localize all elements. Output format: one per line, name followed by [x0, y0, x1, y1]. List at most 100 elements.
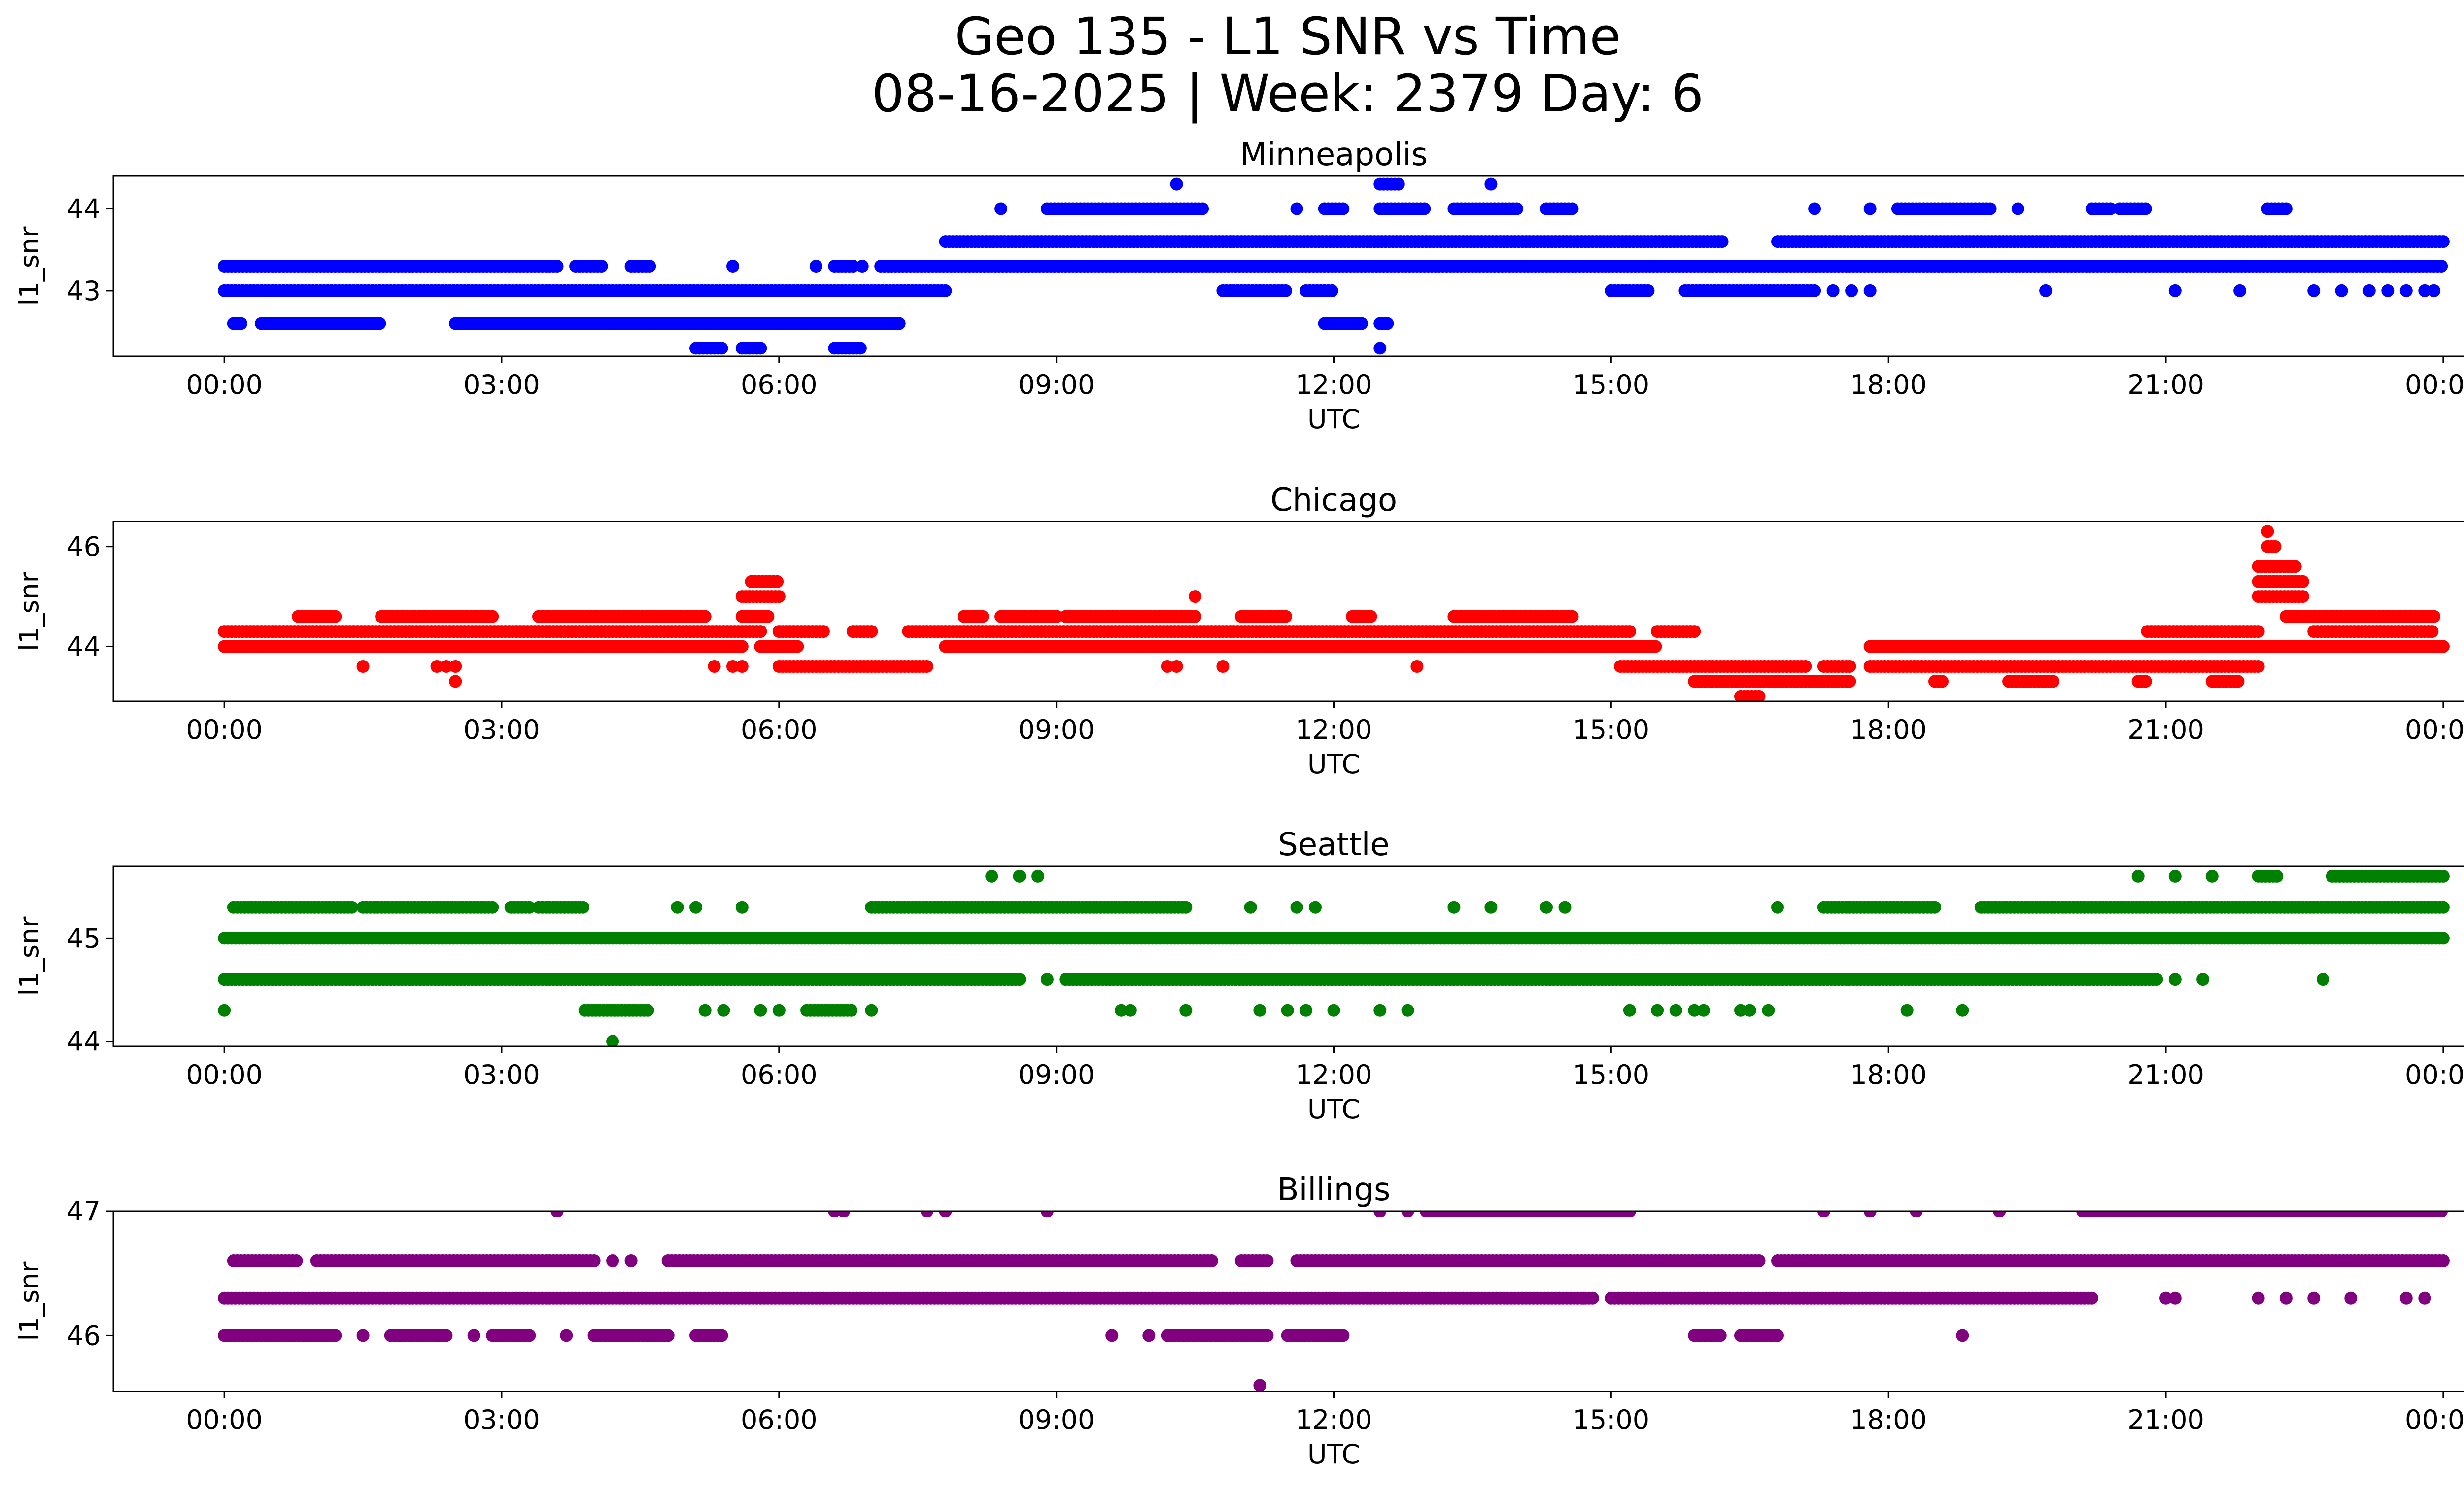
y-axis-label: l1_snr [14, 916, 45, 996]
data-point [845, 1004, 858, 1017]
scatter-points [218, 1211, 2450, 1391]
data-point [1623, 625, 1636, 638]
data-point [2428, 640, 2441, 653]
data-point [1447, 901, 1461, 914]
data-point [1290, 901, 1303, 914]
data-point [2268, 540, 2282, 553]
data-point [2399, 284, 2413, 297]
data-point [761, 610, 775, 623]
data-point [345, 901, 358, 914]
data-point [1771, 901, 1784, 914]
data-point [1936, 675, 1949, 688]
data-point [856, 260, 869, 273]
x-tick-label: 21:00 [2127, 1059, 2204, 1090]
data-point [698, 610, 712, 623]
data-point [550, 260, 564, 273]
figure-title: Geo 135 - L1 SNR vs Time [954, 6, 1621, 67]
data-point [2436, 235, 2450, 248]
data-point [754, 625, 767, 638]
y-tick-label: 45 [67, 923, 101, 954]
data-point [1669, 1004, 1682, 1017]
data-point [1161, 660, 1174, 673]
data-point [2418, 284, 2431, 297]
data-point [595, 260, 608, 273]
data-point [735, 901, 749, 914]
data-point [1697, 1004, 1710, 1017]
data-point [2168, 869, 2182, 883]
panel-title: Seattle [1278, 827, 1390, 863]
scatter-points [218, 525, 2450, 701]
data-point [715, 342, 728, 355]
data-point [2104, 202, 2117, 215]
x-tick-label: 00:00 [2405, 1059, 2464, 1090]
data-point [1327, 1004, 1340, 1017]
data-point [2289, 560, 2302, 573]
data-point [689, 901, 702, 914]
x-tick-label: 09:00 [1018, 714, 1095, 745]
data-point [735, 640, 749, 653]
data-point [809, 260, 822, 273]
x-tick-label: 06:00 [741, 714, 818, 745]
data-point [1170, 660, 1183, 673]
data-point [1863, 284, 1877, 297]
data-point [754, 1004, 767, 1017]
data-point [892, 317, 906, 330]
data-point [1216, 660, 1230, 673]
data-point [486, 901, 499, 914]
data-point [641, 1004, 654, 1017]
data-point [2296, 575, 2309, 588]
data-point [671, 901, 684, 914]
data-point [1279, 284, 1292, 297]
x-tick-label: 00:00 [2405, 369, 2464, 400]
x-tick-label: 00:00 [186, 714, 263, 745]
data-point [1392, 177, 1405, 191]
data-point [2168, 284, 2182, 297]
data-point [2317, 973, 2329, 986]
data-point [735, 660, 749, 673]
data-point [2354, 640, 2366, 653]
data-point [1688, 625, 1701, 638]
data-point [2436, 932, 2450, 945]
data-point [329, 610, 342, 623]
data-point [1808, 284, 1821, 297]
data-point [2335, 640, 2348, 653]
data-point [373, 317, 386, 330]
data-point [1031, 869, 1045, 883]
y-axis-label: l1_snr [14, 571, 45, 651]
data-point [1843, 660, 1856, 673]
data-point [772, 1004, 786, 1017]
data-point [2436, 901, 2450, 914]
data-point [1752, 690, 1766, 701]
data-point [2372, 640, 2385, 653]
data-point [2428, 610, 2441, 623]
data-point [1418, 202, 1431, 215]
data-point [1863, 202, 1877, 215]
data-point [1290, 202, 1303, 215]
x-tick-label: 18:00 [1850, 1059, 1927, 1090]
x-tick-label: 12:00 [1296, 1059, 1372, 1090]
data-point [577, 901, 590, 914]
data-point [2233, 284, 2247, 297]
data-point [523, 901, 536, 914]
data-point [1050, 610, 1063, 623]
data-point [2131, 869, 2145, 883]
x-tick-label: 15:00 [1573, 369, 1650, 400]
data-point [976, 610, 989, 623]
x-tick-label: 21:00 [2127, 369, 2204, 400]
data-point [2381, 284, 2395, 297]
data-point [2307, 284, 2321, 297]
data-point [1279, 610, 1292, 623]
data-point [1325, 284, 1338, 297]
data-point [1928, 901, 1941, 914]
data-point [1715, 235, 1729, 248]
x-tick-label: 00:00 [2405, 714, 2464, 745]
data-point [1623, 1004, 1636, 1017]
data-point [449, 660, 462, 673]
data-point [2252, 660, 2265, 673]
x-tick-label: 18:00 [1850, 369, 1927, 400]
